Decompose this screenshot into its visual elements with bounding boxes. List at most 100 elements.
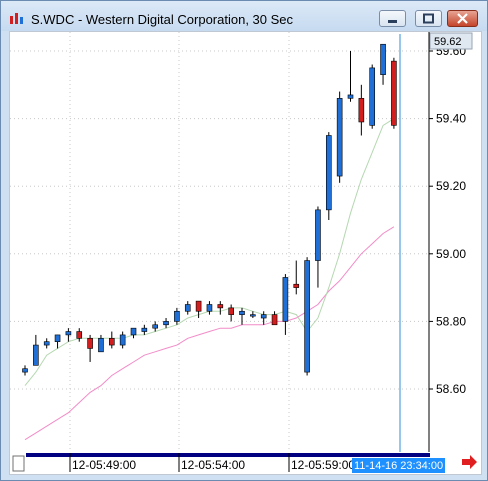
crosshair-time-label: 11-14-16 23:34:00 (354, 460, 443, 472)
window-title: S.WDC - Western Digital Corporation, 30 … (31, 12, 294, 27)
candle (33, 334, 39, 366)
candle (293, 260, 300, 295)
candle (163, 318, 169, 329)
restore-icon (423, 13, 434, 24)
chart-app-icon (10, 13, 23, 24)
candle (304, 257, 310, 376)
crosshair-time-badge (352, 458, 445, 473)
candle-body (109, 337, 115, 346)
candle (109, 331, 115, 349)
candle (130, 327, 137, 339)
close-icon (457, 13, 468, 24)
time-axis-bar (26, 453, 430, 457)
scroll-thumb[interactable] (12, 455, 25, 472)
candle-body (380, 43, 386, 75)
candle-body (163, 321, 169, 326)
candle-body (65, 331, 72, 336)
candle (228, 304, 234, 322)
candle-body (43, 341, 50, 346)
candle (87, 334, 93, 362)
candle (195, 300, 202, 319)
time-tick-label: 12-05:49:00 (72, 458, 136, 472)
candle (347, 51, 354, 102)
candle (325, 132, 332, 220)
title-bar[interactable]: S.WDC - Western Digital Corporation, 30 … (1, 1, 487, 31)
candle-body (141, 327, 148, 332)
current-price-badge (429, 32, 473, 50)
candle-body (391, 60, 397, 126)
candle-body (22, 368, 28, 373)
maximize-button[interactable] (415, 10, 442, 27)
time-axis[interactable]: 12-05:49:00 12-05:54:00 12-05:59:00 (69, 453, 355, 472)
price-tick-label: 59.20 (436, 179, 466, 193)
candle (206, 301, 213, 315)
candle (391, 57, 397, 129)
candles (22, 43, 397, 376)
price-tick-label: 59.00 (436, 247, 466, 261)
candle-body (130, 327, 137, 336)
time-tick-label: 12-05:59:00 (291, 458, 355, 472)
candle (380, 43, 386, 85)
price-tick-label: 58.80 (436, 314, 466, 328)
candle-body (260, 314, 267, 319)
candle-body (87, 337, 93, 349)
candle-body (282, 277, 289, 322)
candle-body (293, 283, 300, 288)
candle-body (206, 304, 213, 312)
candle-body (358, 98, 365, 123)
candle (76, 328, 83, 342)
candle (184, 301, 191, 315)
candle-body (271, 314, 278, 326)
minimize-icon (388, 20, 397, 23)
candle-body (76, 331, 83, 339)
candle (260, 311, 267, 325)
price-tick-label: 59.40 (436, 112, 466, 126)
candle (250, 311, 256, 319)
candle (282, 274, 289, 335)
candle (22, 365, 28, 376)
candle (141, 324, 148, 335)
candle-body (325, 135, 332, 211)
candle (152, 321, 158, 332)
scroll-right-arrow-icon[interactable] (462, 455, 477, 469)
price-tick-label: 58.60 (436, 382, 466, 396)
candle (369, 64, 376, 129)
minimize-button[interactable] (379, 10, 406, 27)
candle-body (336, 98, 343, 177)
candle-body (33, 344, 39, 366)
candle-body (304, 260, 310, 373)
candle-body (174, 310, 180, 322)
candle-body (347, 94, 354, 99)
close-button[interactable] (447, 10, 478, 27)
candle-body (217, 304, 224, 309)
candle (271, 311, 278, 326)
candle-body (195, 300, 202, 312)
candle-body (315, 209, 321, 261)
candle (358, 84, 365, 136)
candle-body (98, 337, 104, 353)
candle-body (369, 67, 376, 126)
candle-body (54, 334, 61, 342)
current-price-label: 59.62 (434, 36, 462, 48)
candle-body (119, 334, 126, 346)
candle (239, 307, 245, 325)
candle (65, 328, 72, 342)
candle (54, 334, 61, 349)
candle (119, 331, 126, 349)
candle (174, 307, 180, 325)
time-tick-label: 12-05:54:00 (181, 458, 245, 472)
chart-area[interactable]: 59.60 59.40 59.20 59.00 58.80 58.60 12-05:49:… (9, 31, 482, 475)
ma-slow-line (24, 226, 395, 441)
candle (98, 334, 104, 353)
candle (336, 91, 343, 183)
candle (315, 206, 321, 288)
candle-body (228, 307, 234, 315)
candle (217, 301, 224, 315)
candle-body (184, 304, 191, 312)
candle-body (250, 314, 256, 317)
candle-body (239, 310, 245, 315)
candle (43, 338, 50, 349)
candle-body (152, 324, 158, 329)
